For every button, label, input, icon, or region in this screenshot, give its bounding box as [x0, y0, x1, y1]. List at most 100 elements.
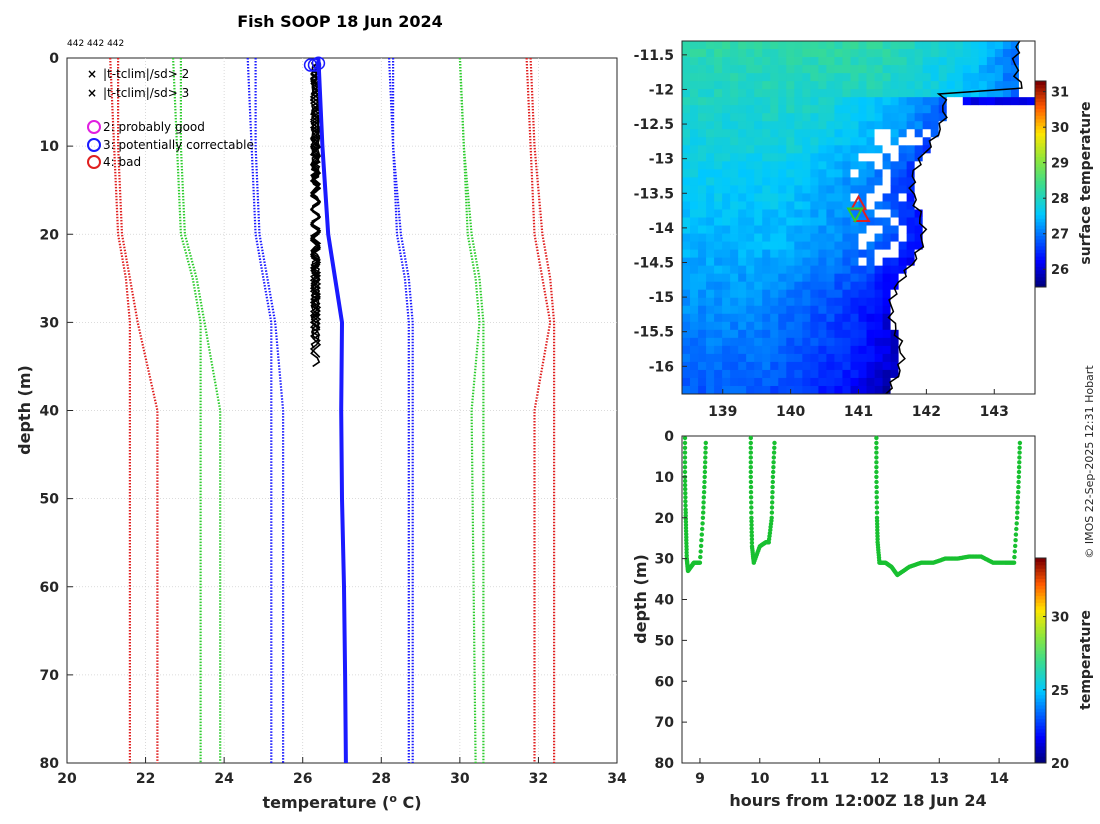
- sst-cell: [994, 289, 1004, 299]
- timeseries-point: [701, 495, 706, 500]
- sst-cell: [962, 281, 972, 291]
- sst-cell: [730, 337, 739, 347]
- sst-cell: [794, 137, 803, 146]
- sst-cell: [754, 145, 763, 154]
- sst-cell: [970, 97, 980, 106]
- sst-cell: [754, 321, 763, 331]
- sst-cell: [1026, 89, 1036, 98]
- sst-cell: [794, 209, 803, 218]
- sst-cell: [1018, 73, 1028, 82]
- sst-cell: [922, 193, 932, 202]
- sst-cell: [1026, 121, 1036, 130]
- sst-cell: [722, 297, 731, 307]
- sst-cell: [778, 81, 787, 90]
- sst-cell: [826, 73, 835, 82]
- timeseries-point: [683, 528, 689, 534]
- sst-cell: [690, 385, 699, 395]
- sst-cell: [810, 321, 819, 331]
- sst-cell: [858, 265, 867, 275]
- sst-cell: [978, 137, 988, 146]
- sst-cell: [786, 185, 795, 194]
- sst-cell: [1010, 89, 1020, 98]
- sst-cell: [986, 361, 996, 371]
- sst-cell: [690, 129, 699, 138]
- sst-cell: [834, 113, 843, 122]
- sst-cell: [730, 257, 739, 267]
- timeseries-point: [875, 537, 880, 542]
- sst-cell: [1010, 345, 1020, 355]
- colorbar-swatch: [1035, 650, 1046, 655]
- sst-cell: [706, 377, 715, 387]
- sst-cell: [914, 329, 924, 339]
- timeseries-point: [682, 450, 688, 455]
- sst-cell: [770, 121, 779, 130]
- sst-cell: [746, 209, 755, 218]
- sst-cell: [930, 73, 940, 82]
- timeseries-point: [1013, 538, 1018, 543]
- sst-cell: [842, 81, 851, 90]
- sst-cell: [850, 153, 859, 162]
- sst-cell: [978, 297, 988, 307]
- sst-cell: [690, 145, 699, 154]
- colorbar-swatch: [1035, 139, 1046, 144]
- sst-cell: [890, 289, 900, 299]
- timeseries-point: [874, 465, 879, 470]
- sst-cell: [682, 385, 691, 395]
- sst-cell: [986, 377, 996, 387]
- colorbar-swatch: [1035, 643, 1046, 648]
- sst-cell: [722, 273, 731, 283]
- sst-cell: [706, 105, 715, 114]
- sst-cell: [938, 161, 948, 170]
- sst-cell: [746, 161, 755, 170]
- sst-cell: [738, 145, 747, 154]
- colorbar-swatch: [1035, 732, 1046, 737]
- sst-cell: [682, 305, 691, 315]
- timeseries-point: [770, 479, 775, 485]
- sst-cell: [922, 345, 932, 355]
- sst-cell: [882, 249, 891, 259]
- sst-cell: [890, 161, 900, 170]
- timeseries-point: [683, 495, 688, 500]
- sst-cell: [938, 121, 948, 130]
- sst-cell: [946, 65, 956, 74]
- colorbar-swatch: [1035, 694, 1046, 699]
- sst-cell: [722, 249, 731, 259]
- sst-cell: [754, 353, 763, 363]
- sst-cell: [794, 193, 803, 202]
- sst-cell: [842, 281, 851, 291]
- sst-cell: [770, 49, 779, 58]
- sst-cell: [1010, 361, 1020, 371]
- colorbar-swatch: [1035, 249, 1046, 254]
- timeseries-point: [769, 505, 775, 510]
- sst-cell: [1018, 145, 1028, 154]
- sst-cell: [850, 169, 859, 178]
- sst-cell: [946, 345, 956, 355]
- sst-cell: [906, 249, 916, 259]
- sst-cell: [954, 201, 964, 210]
- sst-cell: [962, 105, 972, 114]
- sst-cell: [770, 81, 779, 90]
- sst-cell: [994, 65, 1004, 74]
- sst-cell: [858, 321, 867, 331]
- sst-cell: [778, 265, 787, 275]
- sst-cell: [906, 369, 916, 379]
- sst-cell: [826, 201, 835, 210]
- sst-cell: [738, 241, 747, 250]
- sst-cell: [954, 217, 964, 226]
- sst-cell: [898, 137, 908, 146]
- sst-cell: [730, 97, 739, 106]
- sst-cell: [810, 89, 819, 98]
- sst-cell: [794, 249, 803, 259]
- sst-cell: [938, 113, 948, 122]
- sst-cell: [882, 265, 891, 275]
- sst-cell: [1002, 361, 1012, 371]
- sst-cell: [994, 377, 1004, 387]
- sst-cell: [730, 353, 739, 363]
- sst-cell: [914, 193, 924, 202]
- sst-cell: [682, 41, 691, 50]
- colorbar-swatch: [1035, 609, 1046, 614]
- sst-cell: [754, 257, 763, 267]
- sst-cell: [690, 201, 699, 210]
- sst-cell: [890, 177, 900, 186]
- sst-cell: [818, 257, 827, 267]
